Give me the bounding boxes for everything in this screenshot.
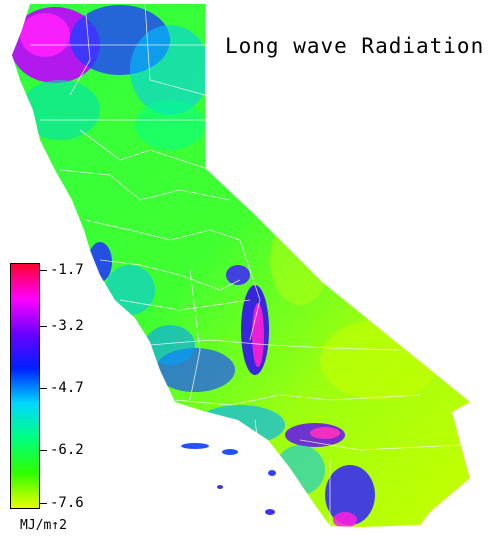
legend-tick	[40, 503, 47, 504]
legend-tick-label: -7.6	[50, 495, 84, 511]
legend-tick-label: -3.2	[50, 318, 84, 334]
legend-unit: MJ/m↑2	[20, 518, 67, 533]
legend-tick-label: -4.7	[50, 380, 84, 396]
legend-tick	[40, 270, 47, 271]
legend-tick-label: -6.2	[50, 442, 84, 458]
legend-tick	[40, 388, 47, 389]
legend-tick	[40, 450, 47, 451]
legend-tick	[40, 326, 47, 327]
color-legend-bar	[10, 263, 40, 509]
legend-tick-label: -1.7	[50, 262, 84, 278]
map-title: Long wave Radiation	[225, 34, 485, 58]
